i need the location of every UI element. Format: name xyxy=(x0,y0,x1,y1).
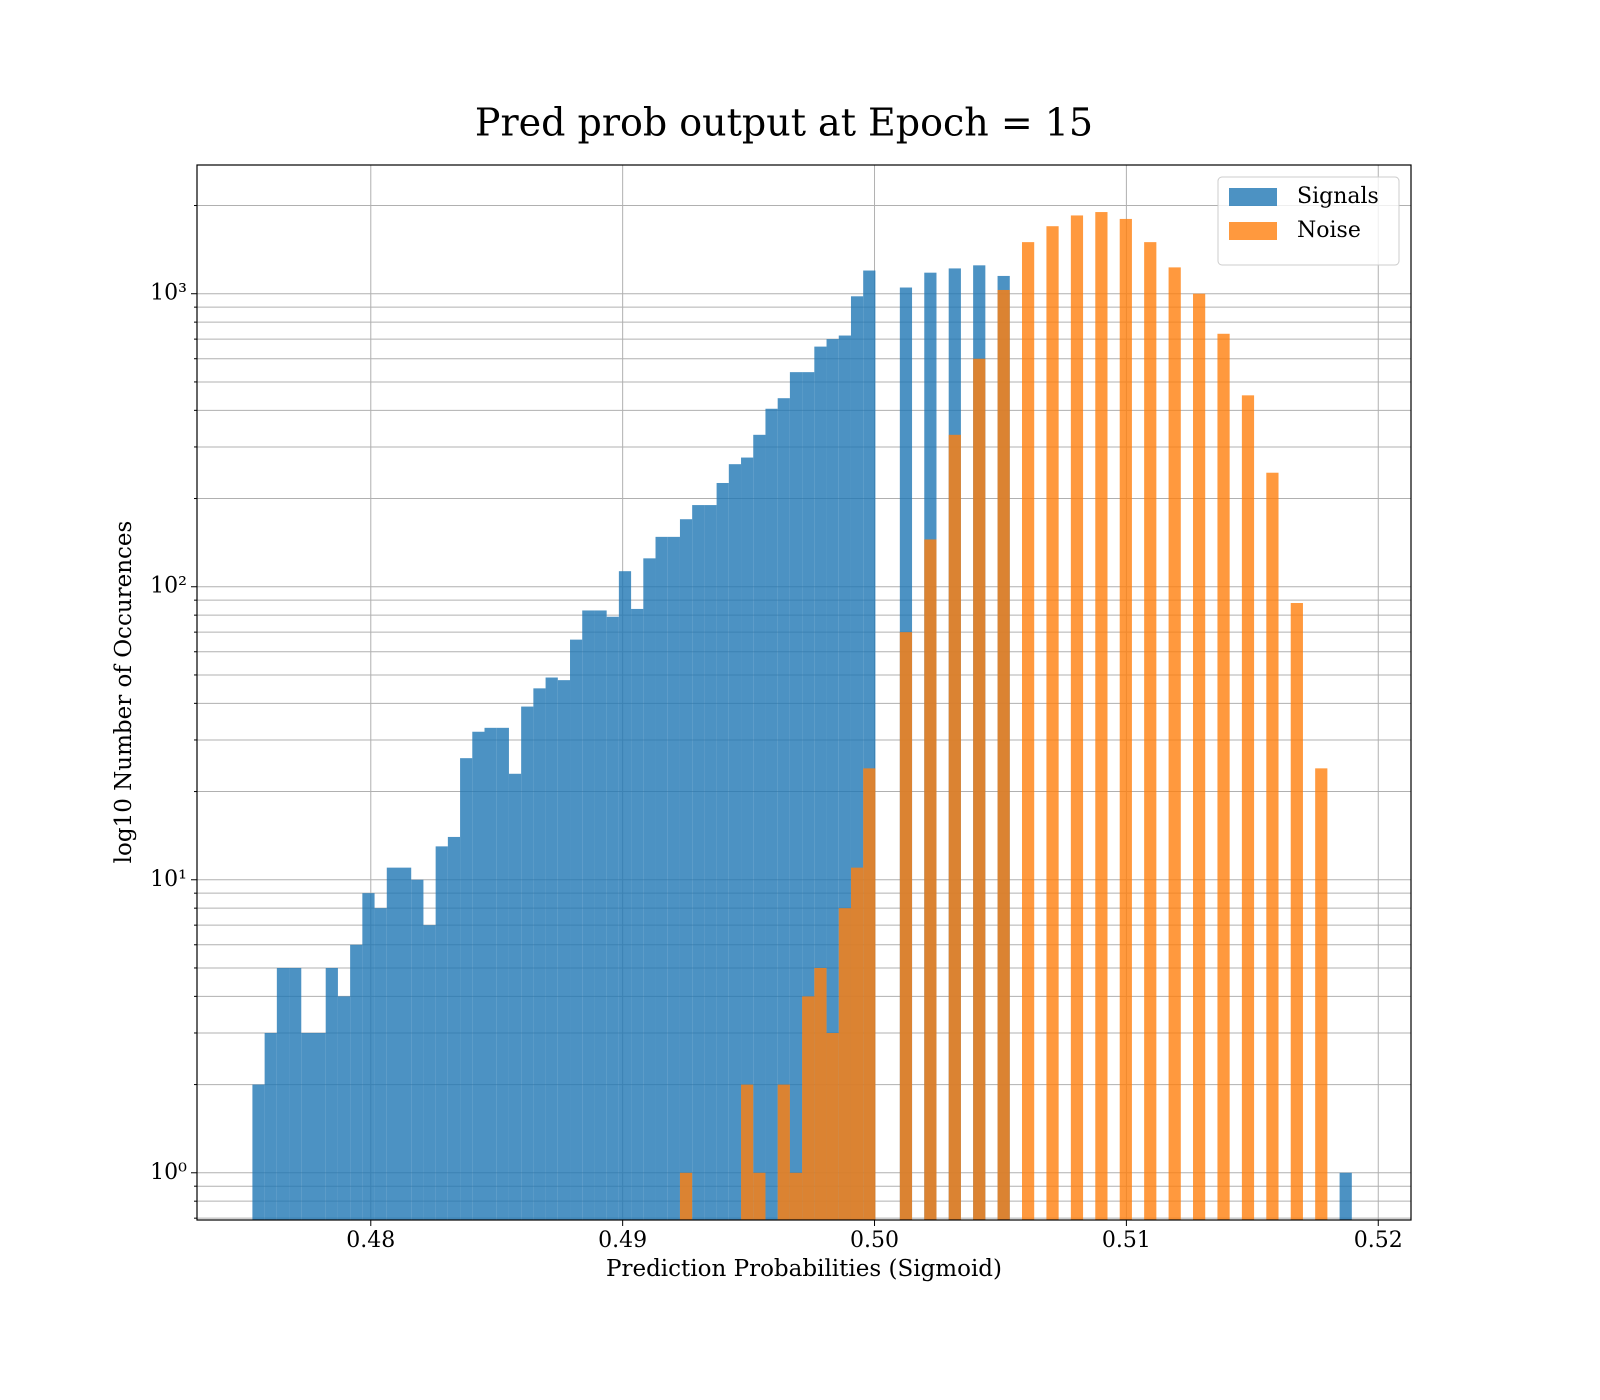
histogram-bar xyxy=(1168,267,1181,1220)
histogram-bar xyxy=(508,773,522,1220)
histogram-bar xyxy=(655,536,668,1220)
histogram-bar xyxy=(997,289,1010,1220)
histogram-bar xyxy=(264,1032,277,1220)
histogram-bar xyxy=(863,768,876,1220)
histogram-bar xyxy=(496,727,509,1220)
histogram-bar xyxy=(826,1032,839,1220)
x-tick-label: 0.48 xyxy=(346,1228,395,1253)
histogram-bar xyxy=(948,434,961,1220)
histogram-bar xyxy=(679,519,693,1220)
x-tick-label: 0.50 xyxy=(850,1228,899,1253)
histogram-bar xyxy=(692,505,705,1220)
y-tick-label: 10³ xyxy=(150,281,187,306)
histogram-bar xyxy=(643,558,656,1220)
histogram-bar xyxy=(1217,333,1230,1220)
bars xyxy=(252,212,1352,1221)
histogram-bar xyxy=(765,408,778,1220)
histogram-bar xyxy=(789,1172,803,1220)
legend-swatch xyxy=(1229,222,1277,240)
histogram-bar xyxy=(533,688,546,1220)
histogram-bar xyxy=(435,846,448,1220)
histogram-bar xyxy=(301,1032,314,1220)
plot-frame xyxy=(196,164,1412,1221)
histogram-bar xyxy=(631,608,644,1220)
histogram-bar xyxy=(1315,768,1328,1220)
y-tick-label: 10⁰ xyxy=(150,1160,187,1185)
histogram-bar xyxy=(472,731,485,1220)
histogram-bar xyxy=(606,616,619,1220)
histogram-bar xyxy=(582,610,595,1220)
legend-label: Signals xyxy=(1297,184,1379,209)
histogram-bar xyxy=(753,1172,766,1220)
histogram-bar xyxy=(1290,603,1303,1220)
histogram-bar xyxy=(716,482,729,1220)
x-tick-label: 0.49 xyxy=(598,1228,647,1253)
x-tick-label: 0.51 xyxy=(1102,1228,1151,1253)
histogram-bar xyxy=(838,908,851,1220)
histogram-bar xyxy=(594,610,607,1220)
y-tick-label: 10¹ xyxy=(150,867,187,892)
histogram-bar xyxy=(789,372,803,1221)
histogram-bar xyxy=(350,944,363,1220)
histogram-bar xyxy=(545,677,558,1220)
histogram-bar xyxy=(777,1084,790,1220)
histogram-bar xyxy=(777,398,790,1221)
histogram-bar xyxy=(325,967,338,1220)
histogram-bar xyxy=(557,680,571,1220)
histogram-bar xyxy=(521,706,534,1220)
y-tick-label: 10² xyxy=(150,574,187,599)
histogram-bar xyxy=(1119,218,1132,1220)
histogram-bar xyxy=(484,727,497,1220)
histogram-bar xyxy=(924,539,937,1220)
histogram-bar xyxy=(741,1084,754,1220)
histogram-bar xyxy=(667,536,680,1220)
histogram-bar xyxy=(728,464,742,1221)
histogram-bar xyxy=(460,758,473,1220)
histogram-bar xyxy=(337,996,351,1220)
histogram-bar xyxy=(850,867,864,1220)
histogram-bar xyxy=(423,925,436,1220)
histogram-bar xyxy=(814,967,827,1220)
histogram-bar xyxy=(1095,212,1108,1221)
histogram-bar xyxy=(374,908,387,1220)
histogram-bar xyxy=(1193,293,1206,1221)
histogram-bar xyxy=(753,434,766,1220)
histogram-bar xyxy=(899,632,913,1220)
histogram-bar xyxy=(704,505,717,1220)
chart-title: Pred prob output at Epoch = 15 xyxy=(475,101,1093,145)
histogram-bar xyxy=(741,457,754,1220)
legend-label: Noise xyxy=(1297,218,1361,243)
histogram-bar xyxy=(1070,215,1084,1221)
histogram-bar xyxy=(398,867,412,1220)
histogram-bar xyxy=(447,836,461,1220)
histogram-bar xyxy=(1339,1172,1352,1220)
histogram-bar xyxy=(1241,395,1255,1220)
histogram-bar xyxy=(1021,242,1035,1220)
x-tick-label: 0.52 xyxy=(1354,1228,1403,1253)
y-axis-label: log10 Number of Occurences xyxy=(111,521,137,864)
histogram-bar xyxy=(1144,242,1157,1220)
axes: 0.48 0.49 0.50 0.51 0.52 10⁰ 10¹ 10² 10³ xyxy=(150,205,1403,1253)
histogram-bar xyxy=(276,967,290,1220)
histogram-bar xyxy=(362,893,375,1220)
histogram-bar xyxy=(1266,472,1279,1220)
histogram-bar xyxy=(973,358,986,1220)
histogram-bar xyxy=(802,996,815,1220)
histogram-bar xyxy=(826,339,839,1220)
histogram-bar xyxy=(570,639,583,1220)
histogram-bar xyxy=(618,571,632,1220)
histogram-bar xyxy=(1046,226,1059,1221)
histogram-bar xyxy=(679,1172,693,1220)
histogram-bar xyxy=(411,879,424,1220)
histogram-bar xyxy=(289,967,302,1220)
legend: Signals Noise xyxy=(1217,176,1400,266)
histogram-bar xyxy=(386,867,399,1220)
legend-swatch xyxy=(1229,188,1277,206)
x-axis-label: Prediction Probabilities (Sigmoid) xyxy=(606,1256,1002,1282)
histogram-bar xyxy=(252,1084,265,1220)
histogram-bar xyxy=(313,1032,326,1220)
